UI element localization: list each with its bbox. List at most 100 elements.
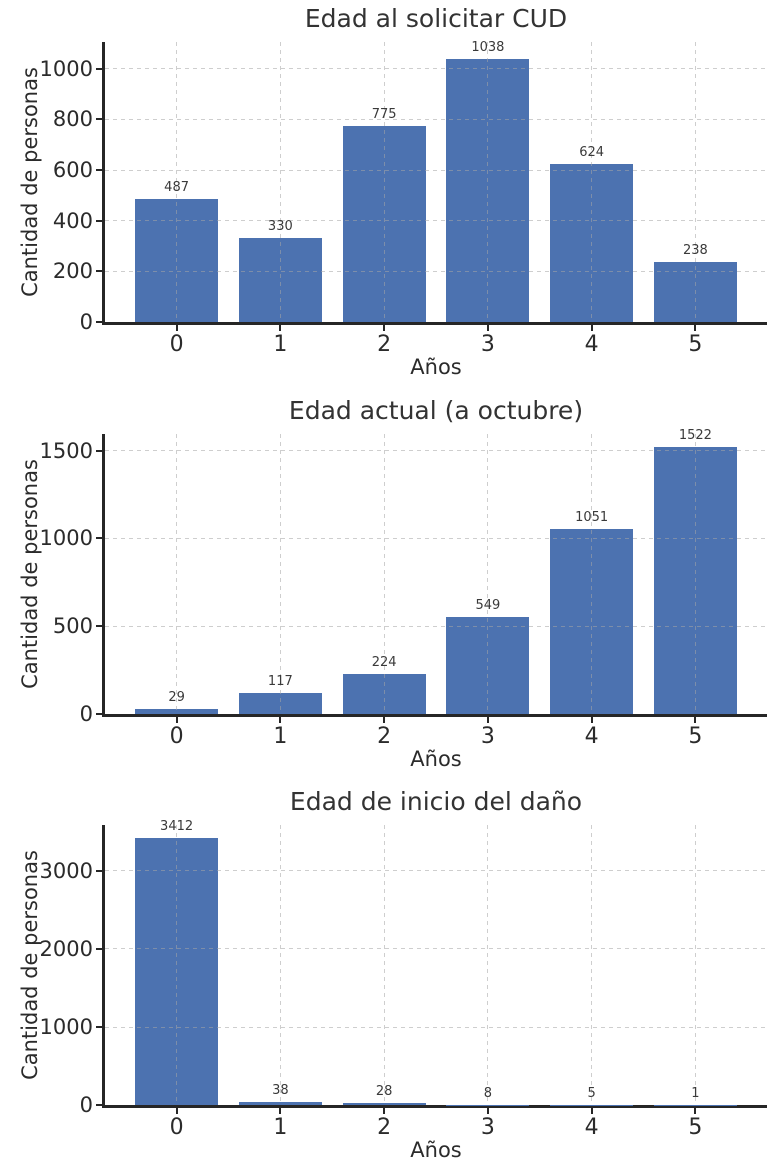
- x-tick-mark: [175, 325, 178, 331]
- y-tick-mark: [96, 449, 105, 452]
- chart-title: Edad de inicio del daño: [289, 787, 583, 817]
- x-tick-mark: [590, 1108, 593, 1115]
- chart-edad-al-solicitar-cud: Edad al solicitar CUD Cantidad de person…: [0, 0, 779, 392]
- x-tick-label: 0: [169, 1115, 184, 1141]
- grid-line-vertical: [487, 42, 489, 322]
- x-tick-label: 3: [480, 332, 495, 357]
- plot-area: 0 200 400 600 800 1000 0 487 1 330 2 775 3 1038 4 624 5 2…: [40, 40, 767, 357]
- y-tick-mark: [96, 947, 105, 950]
- x-tick-label: 3: [480, 723, 495, 749]
- x-tick-mark: [694, 1108, 697, 1115]
- chart-edad-de-inicio-del-dano: Edad de inicio del daño Cantidad de pers…: [0, 783, 779, 1175]
- x-tick-mark: [590, 716, 593, 723]
- bar-value-label: 1038: [471, 40, 505, 56]
- grid-line-vertical: [176, 825, 178, 1106]
- bar-value-label: 1522: [678, 427, 712, 443]
- bar-value-label: 29: [168, 689, 185, 705]
- x-tick-label: 3: [480, 1115, 495, 1141]
- x-tick-label: 2: [377, 723, 392, 749]
- y-tick-label: 1000: [39, 1015, 93, 1040]
- x-tick-label: 0: [169, 723, 184, 749]
- grid-line-vertical: [279, 433, 281, 714]
- bar-value-label: 238: [682, 242, 708, 258]
- grid-line-horizontal: [105, 118, 767, 120]
- grid-line-horizontal: [105, 948, 767, 950]
- bar-value-label: 28: [375, 1084, 393, 1100]
- bar-value-label: 117: [267, 674, 293, 690]
- bar-value-label: 224: [371, 655, 397, 671]
- x-axis-label: Años: [410, 355, 462, 379]
- x-tick-label: 1: [273, 723, 288, 749]
- grid-line-vertical: [383, 825, 385, 1106]
- grid-line-horizontal: [105, 169, 767, 171]
- x-tick-mark: [486, 325, 489, 331]
- y-tick-mark: [96, 270, 105, 273]
- x-tick-mark: [175, 716, 178, 723]
- y-tick-label: 500: [52, 614, 93, 638]
- grid-line-horizontal: [105, 870, 767, 872]
- x-tick-label: 0: [169, 332, 184, 357]
- x-tick-mark: [279, 716, 282, 723]
- grid-line-vertical: [591, 433, 593, 714]
- plot-area: 0 500 1000 1500 0 29 1 117 2 224 3 549 4 1051 5 1522: [40, 428, 767, 749]
- y-tick-mark: [96, 321, 105, 323]
- y-tick-label: 800: [52, 107, 93, 132]
- y-tick-label: 200: [52, 259, 93, 284]
- x-tick-mark: [694, 325, 697, 331]
- bar-value-label: 624: [579, 145, 605, 161]
- y-tick-mark: [96, 118, 105, 121]
- y-tick-mark: [96, 712, 105, 715]
- x-tick-mark: [694, 716, 697, 723]
- grid-line-vertical: [383, 433, 385, 714]
- y-tick-label: 0: [79, 310, 93, 334]
- y-tick-mark: [96, 625, 105, 627]
- grid-line-horizontal: [105, 220, 767, 222]
- bar-value-label: 1051: [575, 510, 609, 526]
- y-tick-mark: [96, 869, 105, 872]
- grid-line-vertical: [279, 825, 281, 1106]
- y-tick-label: 1000: [39, 56, 93, 81]
- x-tick-label: 5: [688, 723, 703, 749]
- bar-value-label: 38: [272, 1083, 289, 1099]
- y-axis-label: Cantidad de personas: [18, 850, 42, 1081]
- x-tick-mark: [279, 325, 282, 331]
- chart-edad-actual-a-octubre: Edad actual (a octubre) Cantidad de pers…: [0, 392, 779, 784]
- x-tick-label: 2: [377, 1115, 392, 1141]
- grid-line-vertical: [279, 42, 281, 322]
- bar-value-label: 8: [483, 1085, 493, 1101]
- x-tick-mark: [486, 1108, 489, 1115]
- y-tick-mark: [96, 1104, 105, 1107]
- x-tick-mark: [486, 716, 489, 723]
- grid-line-vertical: [176, 42, 178, 322]
- y-tick-mark: [96, 219, 105, 222]
- bar-value-label: 330: [267, 219, 293, 235]
- y-tick-label: 2000: [39, 936, 93, 961]
- y-tick-label: 0: [79, 1093, 93, 1118]
- bar-value-label: 775: [371, 106, 397, 122]
- y-tick-mark: [96, 67, 105, 70]
- y-tick-label: 1500: [39, 438, 93, 463]
- bar-value-label: 3412: [160, 819, 194, 835]
- y-tick-label: 1000: [39, 526, 93, 551]
- grid-line-vertical: [694, 42, 696, 322]
- x-tick-mark: [383, 1108, 386, 1115]
- grid-line-horizontal: [105, 270, 767, 272]
- chart-title: Edad actual (a octubre): [288, 395, 584, 425]
- grid-line-horizontal: [105, 625, 767, 627]
- y-axis-label: Cantidad de personas: [18, 67, 42, 297]
- grid-line-horizontal: [105, 450, 767, 452]
- x-tick-mark: [175, 1108, 178, 1115]
- grid-line-horizontal: [105, 537, 767, 539]
- y-tick-mark: [96, 169, 105, 172]
- x-tick-mark: [590, 325, 593, 331]
- x-tick-label: 1: [273, 332, 288, 357]
- x-tick-mark: [383, 716, 386, 723]
- grid-line-horizontal: [105, 1026, 767, 1028]
- x-tick-label: 1: [273, 1115, 288, 1141]
- bar-value-label: 1: [691, 1086, 700, 1102]
- grid-line-vertical: [694, 825, 696, 1106]
- grid-line-vertical: [591, 42, 593, 322]
- grid-line-vertical: [591, 825, 593, 1106]
- bar-value-label: 5: [587, 1085, 596, 1101]
